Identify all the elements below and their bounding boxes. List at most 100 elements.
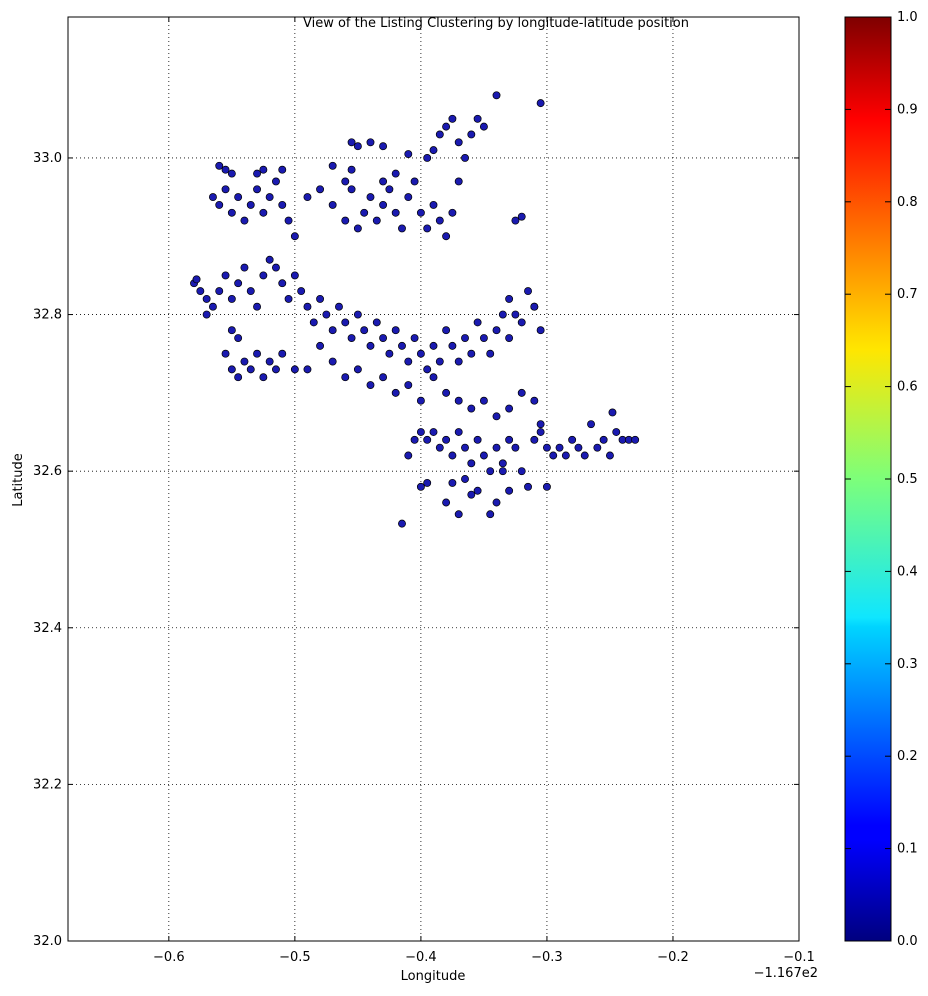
scatter-point: [253, 349, 262, 358]
scatter-point: [347, 334, 356, 343]
scatter-point: [524, 482, 532, 491]
scatter-point: [259, 271, 268, 280]
scatter-point: [253, 302, 262, 311]
scatter-point: [221, 165, 230, 174]
scatter-point: [303, 365, 312, 374]
scatter-point: [536, 99, 545, 108]
scatter-point: [360, 208, 369, 217]
colorbar-tick-label: 0.6: [897, 380, 918, 395]
scatter-point: [498, 467, 507, 476]
scatter-point: [404, 357, 413, 366]
scatter-point: [404, 193, 413, 202]
scatter-point: [303, 302, 312, 311]
scatter-point: [492, 91, 501, 100]
x-tick-label: −0.4: [405, 950, 437, 965]
scatter-point: [391, 326, 400, 335]
x-tick-label: −0.2: [657, 950, 689, 965]
scatter-point: [423, 435, 432, 444]
scatter-point: [391, 208, 400, 217]
scatter-point: [353, 224, 362, 233]
scatter-point: [605, 451, 614, 460]
scatter-point: [498, 459, 507, 468]
scatter-point: [416, 349, 425, 358]
scatter-point: [379, 177, 388, 186]
scatter-point: [322, 310, 331, 319]
scatter-point: [492, 498, 501, 507]
x-tick-label: −0.6: [153, 950, 185, 965]
scatter-point: [234, 193, 243, 202]
scatter-point: [442, 498, 451, 507]
scatter-point: [240, 216, 249, 225]
scatter-point: [379, 334, 388, 343]
x-tick-label: −0.3: [531, 950, 563, 965]
colorbar-tick-label: 0.2: [897, 749, 918, 764]
scatter-point: [505, 334, 514, 343]
scatter-point: [290, 271, 299, 280]
scatter-point: [486, 510, 495, 519]
scatter-point: [442, 232, 451, 241]
scatter-point: [479, 396, 488, 405]
scatter-point: [423, 478, 432, 487]
scatter-point: [353, 365, 362, 374]
scatter-point: [505, 294, 514, 303]
scatter-point: [442, 388, 451, 397]
scatter-point: [505, 435, 514, 444]
scatter-point: [265, 193, 274, 202]
scatter-point: [278, 165, 287, 174]
scatter-point: [511, 310, 520, 319]
scatter-point: [398, 341, 406, 350]
scatter-point: [524, 287, 532, 296]
scatter-point: [215, 287, 224, 296]
scatter-point: [360, 326, 369, 335]
scatter-point: [448, 114, 457, 123]
scatter-point: [240, 357, 249, 366]
scatter-point: [272, 365, 280, 374]
scatter-point: [429, 200, 438, 209]
scatter-point: [461, 443, 469, 452]
scatter-point: [536, 428, 545, 436]
scatter-point: [240, 263, 249, 272]
scatter-point: [347, 138, 356, 147]
scatter-point: [593, 443, 602, 452]
scatter-point: [479, 451, 488, 460]
scatter-point: [498, 310, 507, 319]
colorbar-tick-label: 0.0: [897, 934, 918, 949]
scatter-point: [246, 200, 255, 209]
x-axis-offset: −1.167e2: [754, 966, 818, 981]
y-axis-label: Latitude: [11, 453, 26, 507]
scatter-point: [227, 326, 236, 335]
scatter-point: [227, 294, 236, 303]
scatter-point: [454, 510, 463, 519]
y-tick-label: 32.4: [33, 621, 62, 636]
scatter-point: [297, 287, 306, 296]
y-tick-label: 32.2: [33, 777, 62, 792]
scatter-point: [467, 130, 476, 139]
scatter-point: [423, 224, 432, 233]
scatter-point: [473, 318, 482, 327]
x-tick-label: −0.5: [279, 950, 311, 965]
scatter-point: [335, 302, 343, 311]
x-tick-label: −0.1: [783, 950, 815, 965]
scatter-point: [492, 326, 501, 335]
scatter-point: [353, 142, 362, 151]
scatter-point: [246, 287, 255, 296]
scatter-point: [379, 200, 388, 209]
scatter-point: [303, 193, 312, 202]
scatter-point: [341, 318, 350, 327]
scatter-point: [612, 428, 621, 436]
scatter-point: [253, 169, 262, 178]
scatter-point: [404, 451, 413, 460]
scatter-point: [467, 404, 476, 413]
scatter-point: [404, 150, 413, 158]
scatter-point: [608, 408, 617, 417]
y-tick-label: 32.0: [33, 934, 62, 949]
colorbar: [844, 16, 892, 942]
scatter-point: [479, 122, 488, 131]
scatter-point: [404, 381, 413, 389]
scatter-point: [568, 435, 577, 444]
scatter-point: [290, 232, 299, 241]
scatter-point: [435, 216, 444, 225]
scatter-point: [341, 216, 350, 225]
